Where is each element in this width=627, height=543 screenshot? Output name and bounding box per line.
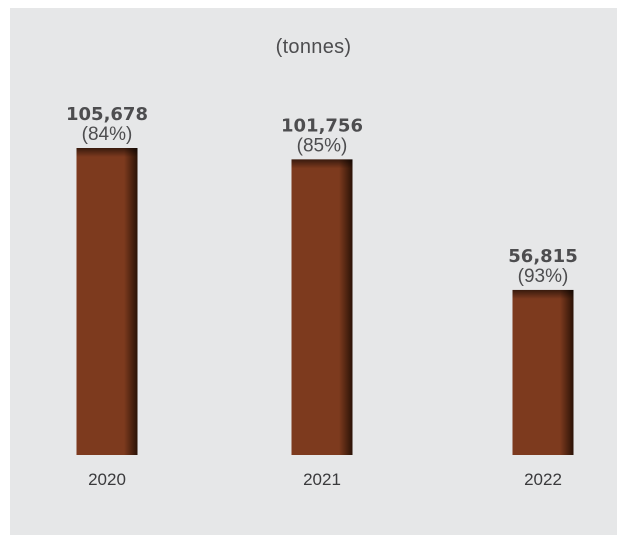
percent-label-2021: (85%): [297, 135, 348, 156]
bars-group: 105,678(84%) 2020 101,756(85%) 2021 56,815(9…: [66, 104, 578, 489]
value-label-2022: 56,815: [508, 246, 577, 267]
category-label-2021: 2021: [303, 470, 341, 489]
percent-label-2022: (93%): [518, 266, 569, 287]
value-label-2021: 101,756: [281, 115, 363, 136]
bar-top-shade-2021: [292, 159, 353, 168]
value-label-2020: 105,678: [66, 104, 148, 125]
chart-panel: (tonnes) 105,678 (84%) 2020 101,756 (85%) 202…: [10, 8, 617, 535]
category-label-2022: 2022: [524, 470, 562, 489]
bar-top-shade-2022: [513, 290, 574, 299]
bar-chart: 105,678(84%) 2020 101,756(85%) 2021 56,815(9…: [10, 8, 617, 535]
bar-2020: [77, 148, 138, 455]
bar-2021: [292, 159, 353, 455]
bar-2022: [513, 290, 574, 455]
category-label-2020: 2020: [88, 470, 126, 489]
percent-label-2020: (84%): [82, 124, 133, 145]
bar-top-shade-2020: [77, 148, 138, 157]
